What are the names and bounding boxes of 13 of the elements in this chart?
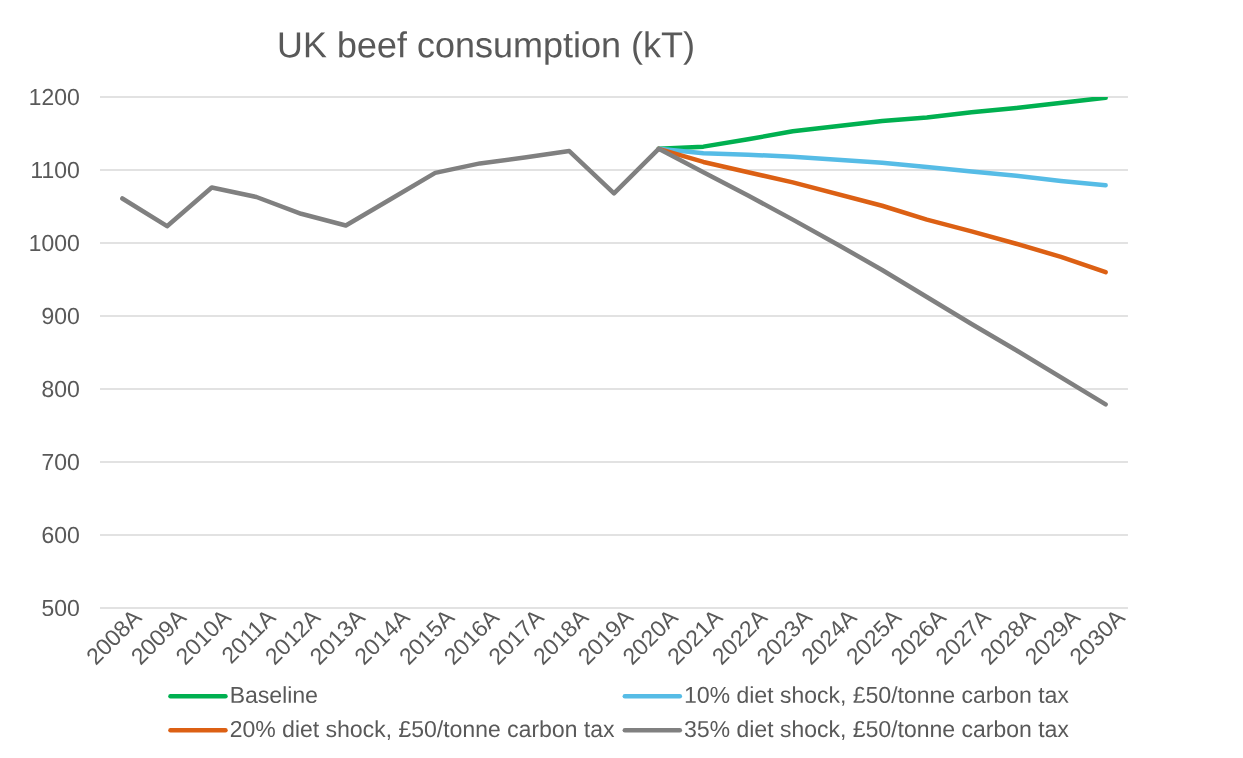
y-tick-label: 900 — [42, 307, 79, 325]
y-tick-label: 700 — [42, 453, 79, 471]
y-tick-label: 1200 — [30, 88, 79, 106]
y-tick-label: 800 — [42, 380, 79, 398]
legend-label: 20% diet shock, £50/tonne carbon tax — [230, 720, 615, 740]
y-tick-label: 600 — [42, 526, 79, 544]
y-tick-label: 500 — [42, 599, 79, 617]
legend-label: Baseline — [231, 686, 317, 704]
legend-label: 10% diet shock, £50/tonne carbon tax — [685, 686, 1069, 706]
y-tick-label: 1100 — [32, 161, 79, 179]
y-tick-label: 1000 — [30, 234, 79, 252]
chart-title: UK beef consumption (kT) — [279, 31, 693, 65]
legend-label: 35% diet shock, £50/tonne carbon tax — [684, 720, 1069, 740]
